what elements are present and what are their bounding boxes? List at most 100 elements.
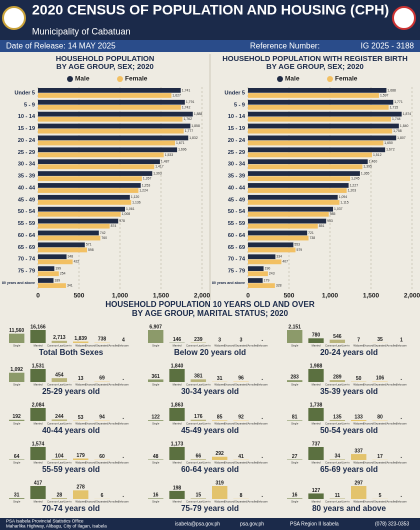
- bar: [248, 188, 347, 193]
- bar: [38, 140, 176, 146]
- y-tick-label: 30 - 34: [228, 162, 246, 168]
- category-label: Common-Law/Live-in: [47, 344, 72, 348]
- bar: [248, 159, 368, 165]
- value-label: 198: [173, 485, 182, 491]
- value-label: 579: [296, 248, 302, 252]
- category-label: Divorced/Separated/Annulled: [363, 344, 397, 348]
- value-label: 1,988: [310, 363, 323, 369]
- bar: [248, 211, 329, 217]
- value-label: 1,696: [178, 148, 187, 152]
- value-label: 11: [335, 493, 341, 499]
- value-label: 1,840: [400, 124, 409, 128]
- bar: [38, 93, 172, 98]
- value-label: -: [123, 454, 125, 460]
- category-label: Widowed: [353, 500, 364, 504]
- value-label: 96: [238, 376, 244, 382]
- y-tick-label: 15 - 19: [228, 126, 245, 132]
- bar: [169, 408, 185, 421]
- category-label: Unknown: [396, 383, 407, 387]
- category-label: Widowed: [75, 500, 86, 504]
- bar: [248, 135, 397, 141]
- value-label: 11,560: [9, 328, 24, 334]
- category-label: Common-Law/Live-in: [325, 422, 350, 426]
- value-label: 41: [238, 454, 244, 460]
- bar: [38, 147, 178, 153]
- category-label: Unknown: [257, 422, 268, 426]
- bar: [233, 381, 249, 382]
- y-tick-label: 10 - 14: [228, 114, 246, 120]
- bar: [38, 247, 88, 253]
- bar: [94, 342, 110, 343]
- panel-title: 70-74 years old: [42, 504, 100, 513]
- value-label: 2,151: [288, 324, 301, 330]
- psa-logo: [2, 6, 26, 30]
- y-tick-label: 50 - 54: [18, 209, 36, 215]
- bar: [148, 330, 164, 343]
- value-label: 1: [400, 337, 403, 343]
- category-label: Common-Law/Live-in: [325, 383, 350, 387]
- category-label: Widowed: [353, 461, 364, 465]
- bar: [38, 171, 153, 176]
- value-label: 94: [99, 415, 105, 421]
- y-tick-label: 10 - 14: [18, 114, 36, 120]
- bar: [38, 242, 85, 248]
- value-label: -: [262, 454, 264, 460]
- x-tick-label: 2,000: [404, 293, 420, 300]
- y-tick-label: 50 - 54: [228, 209, 246, 215]
- value-label: 1,092: [10, 367, 23, 373]
- x-tick-label: 1,500: [153, 293, 170, 300]
- value-label: 31: [14, 492, 20, 498]
- value-label: 780: [312, 333, 321, 339]
- value-label: 28: [57, 492, 63, 498]
- value-label: 1,008: [122, 212, 131, 216]
- value-label: 179: [77, 453, 86, 459]
- bar: [248, 242, 294, 248]
- footer-address: Maharlika Highway, Alibagu, City of Ilag…: [6, 524, 107, 529]
- bar: [9, 419, 25, 421]
- bar: [248, 99, 394, 105]
- value-label: 106: [376, 376, 385, 382]
- value-label: -: [401, 454, 403, 460]
- bar: [38, 218, 119, 224]
- category-label: Married: [312, 500, 321, 504]
- bar: [248, 140, 384, 146]
- category-label: Single: [152, 461, 160, 465]
- bar: [38, 206, 126, 212]
- value-label: 742: [100, 231, 106, 235]
- bar: [329, 419, 346, 421]
- bar: [38, 283, 66, 288]
- bar: [30, 486, 46, 499]
- value-label: 1,512: [373, 153, 382, 157]
- value-label: 1,832: [189, 136, 198, 140]
- chart-title: HOUSEHOLD POPULATION: [56, 54, 155, 63]
- bar: [351, 454, 367, 460]
- y-tick-label: 40 - 44: [18, 185, 36, 191]
- value-label: 1,671: [176, 141, 185, 145]
- legend-label: Male: [285, 76, 300, 83]
- value-label: 50: [356, 376, 362, 382]
- y-tick-label: Under 5: [225, 90, 245, 96]
- bar: [148, 420, 164, 421]
- value-label: 48: [153, 454, 159, 460]
- bar: [38, 194, 130, 200]
- bar: [287, 330, 303, 343]
- bar: [248, 183, 349, 188]
- panel-title: 55-59 years old: [42, 465, 100, 474]
- value-label: 27: [292, 454, 298, 460]
- category-label: Widowed: [75, 422, 86, 426]
- value-label: 1,224: [139, 188, 148, 192]
- bar: [9, 498, 25, 499]
- value-label: 3: [218, 337, 221, 343]
- legend-label: Female: [125, 76, 148, 83]
- category-label: Common-Law/Live-in: [47, 500, 72, 504]
- category-label: Divorced/Separated/Annulled: [224, 461, 258, 465]
- bar: [38, 223, 110, 229]
- category-label: Unknown: [118, 422, 129, 426]
- x-tick-label: 500: [74, 293, 85, 300]
- footer-facebook: PSA Region II Isabela: [290, 521, 339, 527]
- value-label: 85: [217, 415, 223, 421]
- value-label: 64: [14, 454, 20, 460]
- category-label: Widowed: [214, 383, 225, 387]
- bar: [38, 176, 142, 182]
- value-label: 190: [265, 267, 271, 271]
